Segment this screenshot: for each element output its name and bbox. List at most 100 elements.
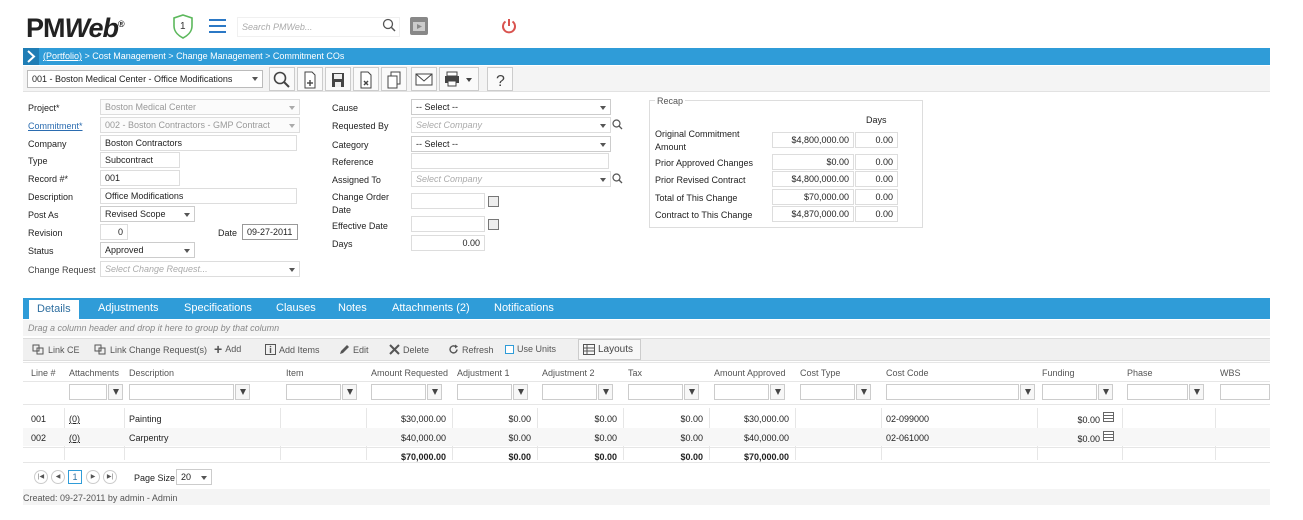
change-order-date-field[interactable]: [411, 193, 485, 209]
post-as-select[interactable]: Revised Scope: [100, 206, 195, 222]
link-change-request-button[interactable]: Link Change Request(s): [94, 344, 207, 355]
power-icon[interactable]: [500, 17, 518, 37]
layouts-button[interactable]: Layouts: [578, 339, 641, 360]
menu-icon[interactable]: [209, 19, 226, 33]
filter-input[interactable]: [286, 384, 341, 400]
commitment-link[interactable]: Commitment*: [28, 121, 83, 131]
group-by-hint[interactable]: Drag a column header and drop it here to…: [23, 320, 1270, 336]
project-select[interactable]: Boston Medical Center: [100, 99, 300, 115]
save-button[interactable]: [325, 67, 351, 91]
column-header-cost-type[interactable]: Cost Type: [800, 368, 841, 378]
column-header-funding[interactable]: Funding: [1042, 368, 1075, 378]
effective-date-field[interactable]: [411, 216, 485, 232]
record-selector[interactable]: 001 - Boston Medical Center - Office Mod…: [27, 70, 263, 88]
find-button[interactable]: [269, 67, 295, 91]
calendar-icon[interactable]: [488, 219, 499, 230]
email-button[interactable]: [411, 67, 437, 91]
help-button[interactable]: ?: [487, 67, 513, 91]
column-header-wbs[interactable]: WBS: [1220, 368, 1241, 378]
column-header-line[interactable]: Line #: [31, 368, 56, 378]
filter-icon[interactable]: [770, 384, 785, 400]
company-field[interactable]: Boston Contractors: [100, 135, 297, 151]
notes-icon[interactable]: [1103, 431, 1114, 441]
filter-input[interactable]: [129, 384, 234, 400]
prev-page-icon[interactable]: ◀: [51, 470, 65, 484]
shield-icon[interactable]: 1: [172, 14, 194, 39]
filter-icon[interactable]: [856, 384, 871, 400]
tab-details[interactable]: Details: [29, 300, 79, 319]
tab-specifications[interactable]: Specifications: [184, 302, 252, 314]
filter-icon[interactable]: [342, 384, 357, 400]
filter-input[interactable]: [371, 384, 426, 400]
copy-button[interactable]: [381, 67, 407, 91]
page-size-select[interactable]: 20: [176, 469, 212, 485]
delete-row-button[interactable]: Delete: [389, 344, 429, 355]
add-button[interactable]: + Add: [214, 340, 242, 357]
status-select[interactable]: Approved: [100, 242, 195, 258]
filter-icon[interactable]: [598, 384, 613, 400]
requested-by-select[interactable]: Select Company: [411, 117, 611, 133]
filter-input[interactable]: [542, 384, 597, 400]
tab-notes[interactable]: Notes: [338, 302, 367, 314]
filter-input[interactable]: [1127, 384, 1188, 400]
filter-input[interactable]: [69, 384, 107, 400]
filter-icon[interactable]: [108, 384, 123, 400]
page-number-current[interactable]: 1: [68, 470, 82, 484]
delete-button[interactable]: [353, 67, 379, 91]
column-header-phase[interactable]: Phase: [1127, 368, 1153, 378]
filter-icon[interactable]: [1098, 384, 1113, 400]
column-header-amount-requested[interactable]: Amount Requested: [371, 368, 449, 378]
column-header-amount-approved[interactable]: Amount Approved: [714, 368, 786, 378]
cell-attachments-link[interactable]: (0): [69, 433, 80, 443]
commitment-select[interactable]: 002 - Boston Contractors - GMP Contract: [100, 117, 300, 133]
tab-attachments[interactable]: Attachments (2): [392, 302, 470, 314]
column-header-cost-code[interactable]: Cost Code: [886, 368, 929, 378]
calendar-icon[interactable]: [488, 196, 499, 207]
new-button[interactable]: [297, 67, 323, 91]
cell-attachments-link[interactable]: (0): [69, 414, 80, 424]
filter-icon[interactable]: [235, 384, 250, 400]
tab-clauses[interactable]: Clauses: [276, 302, 316, 314]
filter-input[interactable]: [1042, 384, 1097, 400]
use-units-checkbox[interactable]: Use Units: [505, 344, 556, 354]
media-icon[interactable]: [410, 17, 428, 35]
filter-icon[interactable]: [427, 384, 442, 400]
column-header-item[interactable]: Item: [286, 368, 304, 378]
column-header-attachments[interactable]: Attachments: [69, 368, 120, 378]
filter-icon[interactable]: [684, 384, 699, 400]
refresh-button[interactable]: Refresh: [448, 344, 494, 355]
notes-icon[interactable]: [1103, 412, 1114, 422]
change-request-select[interactable]: Select Change Request...: [100, 261, 300, 277]
column-header-description[interactable]: Description: [129, 368, 175, 378]
date-field[interactable]: 09-27-2011: [242, 224, 298, 240]
next-page-icon[interactable]: ▶: [86, 470, 100, 484]
column-header-adjustment-2[interactable]: Adjustment 2: [542, 368, 595, 378]
tab-adjustments[interactable]: Adjustments: [98, 302, 159, 314]
filter-input[interactable]: [457, 384, 512, 400]
days-field[interactable]: 0.00: [411, 235, 485, 251]
filter-input[interactable]: [628, 384, 683, 400]
reference-field[interactable]: [411, 153, 609, 169]
print-button[interactable]: [439, 67, 479, 91]
filter-icon[interactable]: [1189, 384, 1204, 400]
search-icon[interactable]: [382, 18, 396, 34]
search-icon[interactable]: [612, 119, 623, 132]
edit-button[interactable]: Edit: [338, 344, 369, 356]
first-page-icon[interactable]: |◀: [34, 470, 48, 484]
filter-input[interactable]: [800, 384, 855, 400]
column-header-adjustment-1[interactable]: Adjustment 1: [457, 368, 510, 378]
filter-input[interactable]: [714, 384, 769, 400]
filter-input[interactable]: [1220, 384, 1270, 400]
filter-input[interactable]: [886, 384, 1019, 400]
add-items-button[interactable]: Add Items: [265, 344, 320, 355]
filter-icon[interactable]: [1020, 384, 1035, 400]
search-input[interactable]: Search PMWeb...: [237, 17, 400, 37]
breadcrumb-portfolio-link[interactable]: (Portfolio): [43, 51, 83, 61]
last-page-icon[interactable]: ▶|: [103, 470, 117, 484]
cause-select[interactable]: -- Select --: [411, 99, 611, 115]
column-header-tax[interactable]: Tax: [628, 368, 643, 378]
record-field[interactable]: 001: [100, 170, 180, 186]
filter-icon[interactable]: [513, 384, 528, 400]
description-field[interactable]: Office Modifications: [100, 188, 297, 204]
assigned-to-select[interactable]: Select Company: [411, 171, 611, 187]
